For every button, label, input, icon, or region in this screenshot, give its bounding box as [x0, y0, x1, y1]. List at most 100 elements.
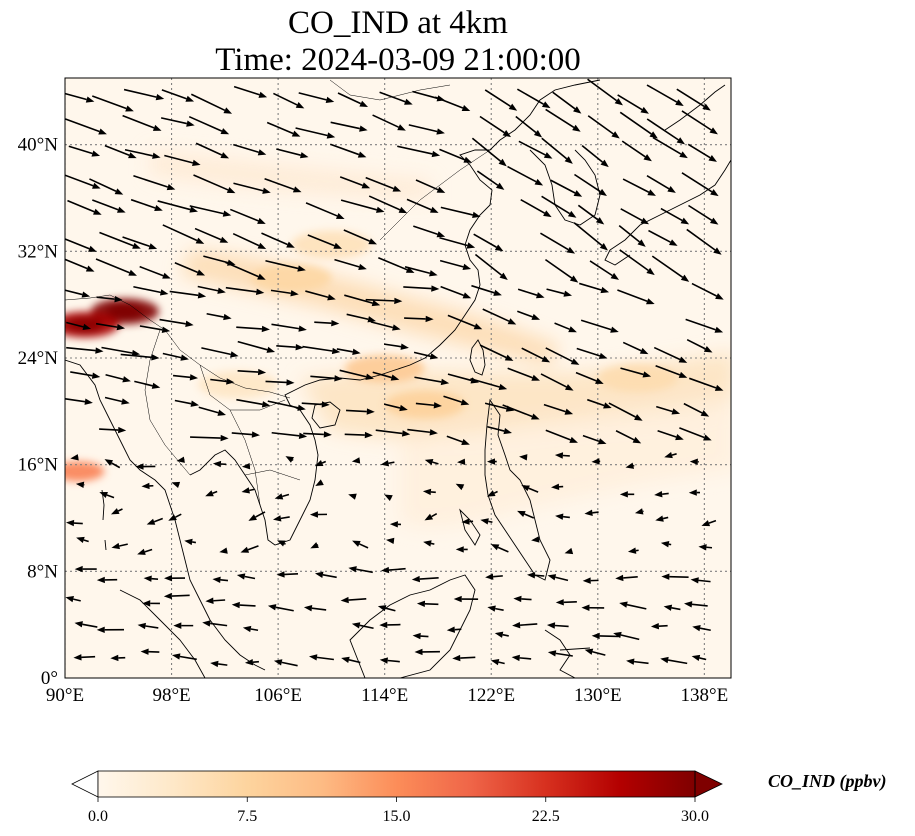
wind-arrow — [122, 236, 158, 250]
wind-arrow — [686, 338, 713, 353]
wind-arrow — [190, 434, 229, 442]
wind-arrow — [277, 540, 286, 547]
wind-arrow — [330, 121, 368, 132]
wind-arrow — [646, 84, 684, 107]
wind-arrow — [188, 115, 230, 135]
wind-arrow — [197, 285, 226, 294]
lat-tick-label: 40°N — [18, 135, 59, 156]
wind-arrow — [517, 510, 535, 519]
wind-arrow — [515, 115, 543, 138]
wind-arrow — [627, 547, 639, 554]
wind-arrow — [404, 266, 438, 277]
wind-arrow — [698, 544, 713, 551]
wind-arrow — [248, 511, 266, 521]
wind-arrow — [70, 371, 101, 379]
wind-arrow — [664, 452, 677, 459]
wind-arrow — [701, 519, 717, 527]
wind-arrow — [457, 458, 466, 466]
wind-arrow — [233, 85, 268, 98]
wind-arrow — [687, 143, 717, 162]
wind-arrow — [160, 117, 195, 127]
wind-arrow — [212, 460, 227, 468]
wind-arrow — [414, 648, 440, 656]
wind-arrow — [70, 454, 79, 461]
wind-arrow — [397, 145, 441, 158]
wind-arrow — [65, 519, 83, 527]
wind-arrow — [552, 91, 582, 114]
wind-arrow — [473, 233, 504, 252]
wind-arrow — [365, 176, 402, 192]
wind-arrow — [587, 78, 623, 106]
wind-arrow — [164, 154, 201, 166]
wind-arrow — [415, 402, 442, 409]
wind-arrow — [389, 521, 401, 528]
wind-arrow — [310, 542, 319, 549]
wind-arrow — [439, 236, 476, 249]
wind-arrow — [507, 367, 540, 381]
wind-arrow — [646, 175, 676, 193]
wind-arrow — [404, 315, 434, 323]
wind-arrow — [365, 297, 403, 305]
wind-arrow — [471, 137, 507, 167]
lon-tick-label: 90°E — [46, 685, 84, 706]
wind-arrow — [110, 654, 126, 662]
map-area — [65, 78, 731, 678]
wind-arrow — [513, 595, 532, 603]
wind-arrow — [334, 258, 367, 270]
coast-korea — [529, 149, 601, 226]
wind-arrow — [265, 259, 306, 272]
wind-arrow — [621, 140, 652, 162]
wind-arrow — [276, 343, 304, 351]
wind-arrow — [101, 346, 141, 357]
wind-arrow — [276, 571, 299, 578]
wind-arrow — [517, 288, 545, 299]
wind-arrow — [479, 344, 514, 361]
wind-arrow — [65, 118, 107, 135]
wind-arrow — [581, 145, 609, 168]
wind-arrow — [490, 659, 505, 666]
wind-arrow — [133, 175, 176, 191]
border-line — [199, 364, 261, 506]
wind-arrow — [137, 548, 153, 555]
wind-arrow — [76, 536, 89, 544]
wind-arrow — [272, 515, 290, 522]
wind-arrow — [241, 487, 255, 494]
wind-arrow — [233, 182, 271, 194]
wind-arrow — [484, 89, 518, 111]
wind-arrow — [162, 352, 189, 361]
wind-arrow — [231, 431, 260, 438]
wind-arrow — [95, 322, 126, 331]
coast-taiwan — [469, 339, 486, 376]
wind-arrow — [184, 538, 197, 546]
lon-tick-label: 122°E — [467, 685, 515, 706]
wind-arrow — [110, 508, 123, 515]
wind-arrow — [143, 575, 159, 582]
wind-arrow — [415, 179, 446, 193]
latitude-tick-labels: 40°N 32°N 24°N 16°N 8°N 0° — [18, 135, 59, 689]
wind-arrow — [547, 574, 569, 582]
lon-tick-label: 106°E — [254, 685, 302, 706]
wind-arrow — [577, 204, 605, 225]
wind-arrow — [65, 398, 93, 405]
wind-arrow — [453, 595, 479, 603]
wind-arrow — [65, 174, 101, 189]
wind-arrow — [301, 401, 330, 408]
wind-arrow — [142, 600, 160, 607]
wind-arrow — [443, 395, 470, 406]
wind-arrow — [455, 546, 468, 553]
wind-arrow — [271, 323, 307, 332]
wind-arrow — [195, 142, 230, 159]
wind-arrow — [67, 199, 102, 215]
wind-arrow — [486, 490, 498, 497]
wind-arrow — [580, 319, 619, 333]
wind-arrow — [95, 258, 137, 276]
wind-arrow — [526, 572, 545, 579]
wind-arrow — [139, 265, 171, 279]
wind-arrow — [690, 577, 711, 584]
wind-arrow — [626, 658, 649, 665]
wind-arrow — [73, 654, 96, 661]
wind-arrow — [225, 261, 266, 280]
wind-arrow — [122, 114, 162, 131]
wind-arrow — [620, 208, 650, 225]
wind-arrow — [581, 604, 605, 611]
